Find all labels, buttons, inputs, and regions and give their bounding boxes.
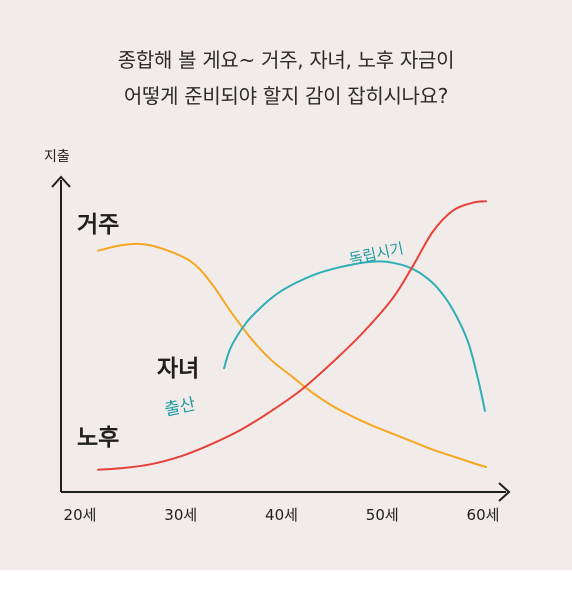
y-axis-arrow	[51, 175, 71, 188]
series-children-line	[223, 260, 486, 412]
y-axis-label: 지출	[44, 149, 70, 165]
annotation-birth: 출산	[163, 394, 198, 420]
chart-card: 종합해 볼 게요~ 거주, 자녀, 노후 자금이 어떻게 준비되야 할지 감이 …	[0, 0, 572, 570]
x-tick-label: 60세	[467, 506, 500, 524]
title-line-1: 종합해 볼 게요~ 거주, 자녀, 노후 자금이	[117, 48, 455, 72]
x-tick-label: 20세	[64, 506, 97, 524]
x-axis-arrow	[498, 482, 511, 502]
x-tick-label: 50세	[366, 506, 399, 524]
x-tick-label: 30세	[164, 506, 197, 524]
series-label-retirement: 노후	[77, 425, 119, 451]
series-housing-line	[97, 242, 487, 468]
series-label-children: 자녀	[157, 356, 199, 382]
line-chart: 지출 20세 30세 40세 50세 60세 거주 자녀 노후 출산 독립시기	[44, 149, 511, 524]
series-label-housing: 거주	[77, 212, 119, 238]
page-title: 종합해 볼 게요~ 거주, 자녀, 노후 자금이 어떻게 준비되야 할지 감이 …	[0, 42, 572, 114]
x-tick-label: 40세	[265, 506, 298, 524]
series-retirement-line	[97, 200, 487, 471]
title-line-2: 어떻게 준비되야 할지 감이 잡히시나요?	[123, 84, 449, 108]
